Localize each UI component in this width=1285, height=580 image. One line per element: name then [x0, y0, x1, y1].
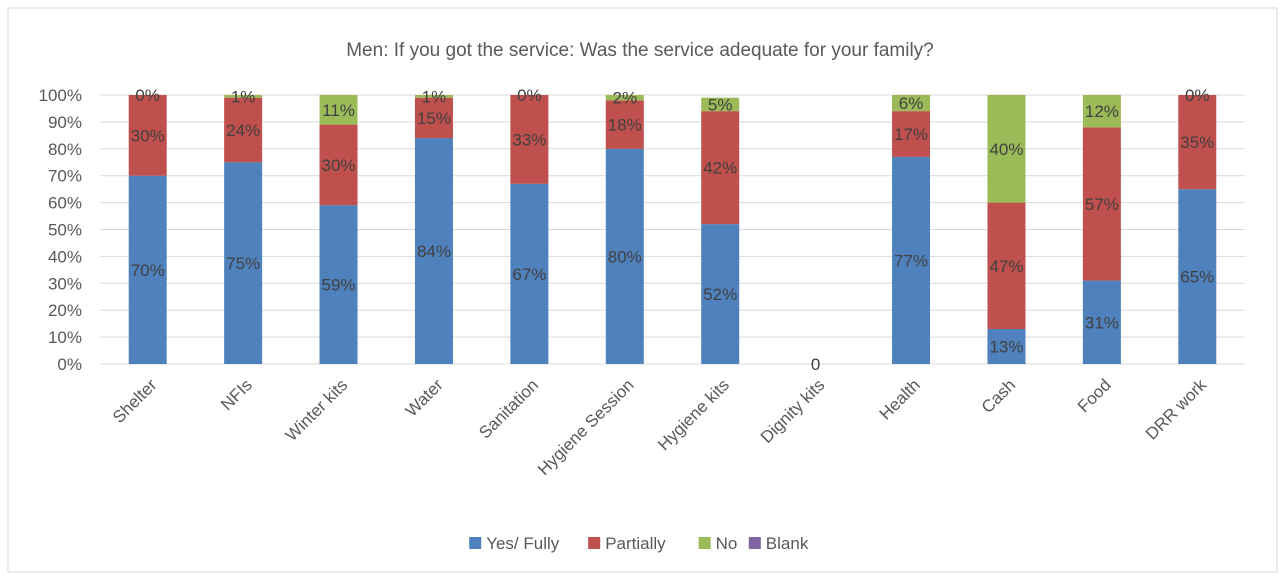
- bar-segment: [701, 97, 740, 112]
- bar-segment: [1178, 189, 1217, 364]
- y-tick-label: 20%: [48, 301, 82, 320]
- y-tick-label: 100%: [39, 86, 82, 105]
- data-label: 47%: [989, 257, 1023, 276]
- data-label: 0: [811, 355, 820, 374]
- bar-segment: [892, 95, 931, 112]
- y-tick-label: 80%: [48, 140, 82, 159]
- data-label: 0%: [1185, 86, 1210, 105]
- legend: Yes/ Fully Partially No Blank: [469, 534, 809, 553]
- bar-segment: [987, 202, 1026, 330]
- chart-title: Men: If you got the service: Was the ser…: [346, 40, 934, 61]
- bar-segment: [128, 175, 167, 364]
- data-label: 1%: [422, 87, 447, 106]
- y-tick-label: 0%: [57, 355, 82, 374]
- bar-segment: [224, 95, 263, 98]
- data-label: 80%: [608, 247, 642, 266]
- data-label: 24%: [226, 121, 260, 140]
- data-label: 5%: [708, 95, 733, 114]
- data-label: 18%: [608, 116, 642, 135]
- bar-segment: [224, 162, 263, 364]
- bar-segment: [1082, 95, 1121, 128]
- bar-segment: [414, 97, 453, 139]
- data-label: 0%: [517, 86, 542, 105]
- data-label: 6%: [899, 94, 924, 113]
- gridlines: [100, 94, 1245, 365]
- data-label: 75%: [226, 254, 260, 273]
- legend-label: Yes/ Fully: [486, 534, 560, 553]
- bar-segment: [605, 148, 644, 364]
- bar-segment: [892, 156, 931, 364]
- data-label: 33%: [512, 130, 546, 149]
- bar-segment: [414, 138, 453, 364]
- bar-segment: [319, 205, 358, 364]
- bar-segment: [892, 111, 931, 157]
- y-tick-label: 30%: [48, 274, 82, 293]
- data-label: 30%: [322, 156, 356, 175]
- bar-segment: [701, 111, 740, 225]
- y-tick-label: 90%: [48, 113, 82, 132]
- bar-segment: [1082, 127, 1121, 281]
- data-label: 12%: [1085, 102, 1119, 121]
- data-label: 35%: [1180, 133, 1214, 152]
- data-label: 13%: [989, 338, 1023, 357]
- data-label: 42%: [703, 159, 737, 178]
- bar-segment: [987, 95, 1026, 203]
- y-tick-label: 60%: [48, 194, 82, 213]
- bar-segment: [319, 124, 358, 206]
- data-label: 11%: [322, 101, 355, 120]
- bar-segment: [987, 329, 1026, 364]
- data-label: 59%: [322, 276, 356, 295]
- y-tick-label: 40%: [48, 247, 82, 266]
- y-tick-label: 70%: [48, 167, 82, 186]
- data-label: 77%: [894, 251, 928, 270]
- data-label: 70%: [131, 261, 165, 280]
- legend-label: Partially: [605, 534, 666, 553]
- bar-segment: [224, 97, 263, 163]
- bar-segment: [1178, 95, 1217, 190]
- data-label: 17%: [894, 125, 928, 144]
- data-label: 0%: [135, 86, 160, 105]
- y-tick-label: 50%: [48, 221, 82, 240]
- bar-segment: [605, 95, 644, 101]
- legend-swatch: [469, 537, 482, 549]
- bar-segment: [701, 224, 740, 364]
- legend-label: Blank: [766, 534, 809, 553]
- data-label: 57%: [1085, 195, 1119, 214]
- data-labels: 70% 30% 0% 75% 24% 1% 59% 30% 11% 84% 15% 1% 67% 33% 0…: [131, 86, 1215, 374]
- data-label: 67%: [512, 265, 546, 284]
- bar-segment: [605, 100, 644, 149]
- data-label: 52%: [703, 285, 737, 304]
- bar-segment: [1082, 280, 1121, 364]
- bars: [128, 95, 1217, 364]
- data-label: 31%: [1085, 313, 1119, 332]
- data-label: 2%: [613, 89, 638, 108]
- bar-segment: [510, 95, 549, 184]
- legend-swatch: [748, 537, 761, 549]
- data-label: 15%: [417, 109, 451, 128]
- legend-swatch: [698, 537, 711, 549]
- data-label: 84%: [417, 242, 451, 261]
- bar-segment: [128, 95, 167, 176]
- bar-segment: [319, 95, 358, 125]
- y-axis-ticks: 0% 10% 20% 30% 40% 50% 60% 70% 80% 90% 100%: [39, 86, 82, 374]
- data-label: 1%: [231, 87, 256, 106]
- legend-label: No: [716, 534, 738, 553]
- data-label: 65%: [1180, 268, 1214, 287]
- data-label: 30%: [131, 126, 165, 145]
- bar-segment: [414, 95, 453, 98]
- y-tick-label: 10%: [48, 328, 82, 347]
- bar-segment: [510, 183, 549, 364]
- legend-swatch: [588, 537, 601, 549]
- data-label: 40%: [989, 140, 1023, 159]
